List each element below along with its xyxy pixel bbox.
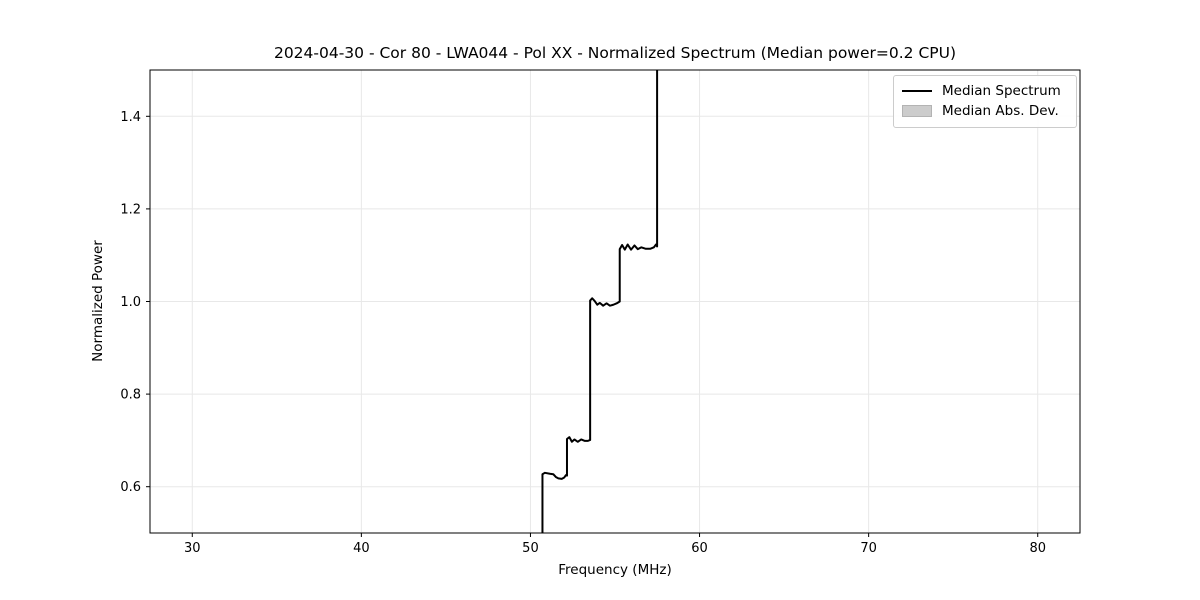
- x-tick-label: 80: [1029, 541, 1046, 556]
- x-tick-label: 40: [353, 541, 370, 556]
- y-tick-label: 1.4: [120, 110, 141, 125]
- grid-lines: [150, 70, 1080, 533]
- y-tick-label: 0.8: [120, 388, 141, 403]
- y-tick-label: 0.6: [120, 480, 141, 495]
- y-tick-label: 1.0: [120, 295, 141, 310]
- median-spectrum-line: [541, 70, 659, 533]
- tick-labels: 30 40 50 60 70 80 0.6 0.8 1.0 1.2 1.4: [120, 110, 1046, 556]
- plot-border: [149, 69, 1081, 534]
- x-tick-label: 60: [691, 541, 708, 556]
- axis-ticks: [146, 115, 1039, 537]
- legend-patch-swatch: [902, 105, 932, 117]
- legend-entry-median-abs-dev: Median Abs. Dev.: [902, 101, 1068, 121]
- x-tick-label: 70: [860, 541, 877, 556]
- y-tick-label: 1.2: [120, 202, 141, 217]
- legend-line-swatch: [902, 90, 932, 92]
- legend: Median Spectrum Median Abs. Dev.: [893, 75, 1077, 128]
- legend-label-median-abs-dev: Median Abs. Dev.: [942, 103, 1059, 119]
- y-axis-label-text: Normalized Power: [90, 240, 106, 362]
- chart-title: 2024-04-30 - Cor 80 - LWA044 - Pol XX - …: [273, 44, 957, 62]
- x-axis-label: Frequency (MHz): [558, 562, 672, 578]
- x-tick-label: 50: [522, 541, 539, 556]
- legend-entry-median-spectrum: Median Spectrum: [902, 81, 1068, 101]
- legend-label-median-spectrum: Median Spectrum: [942, 83, 1061, 99]
- x-tick-label: 30: [184, 541, 201, 556]
